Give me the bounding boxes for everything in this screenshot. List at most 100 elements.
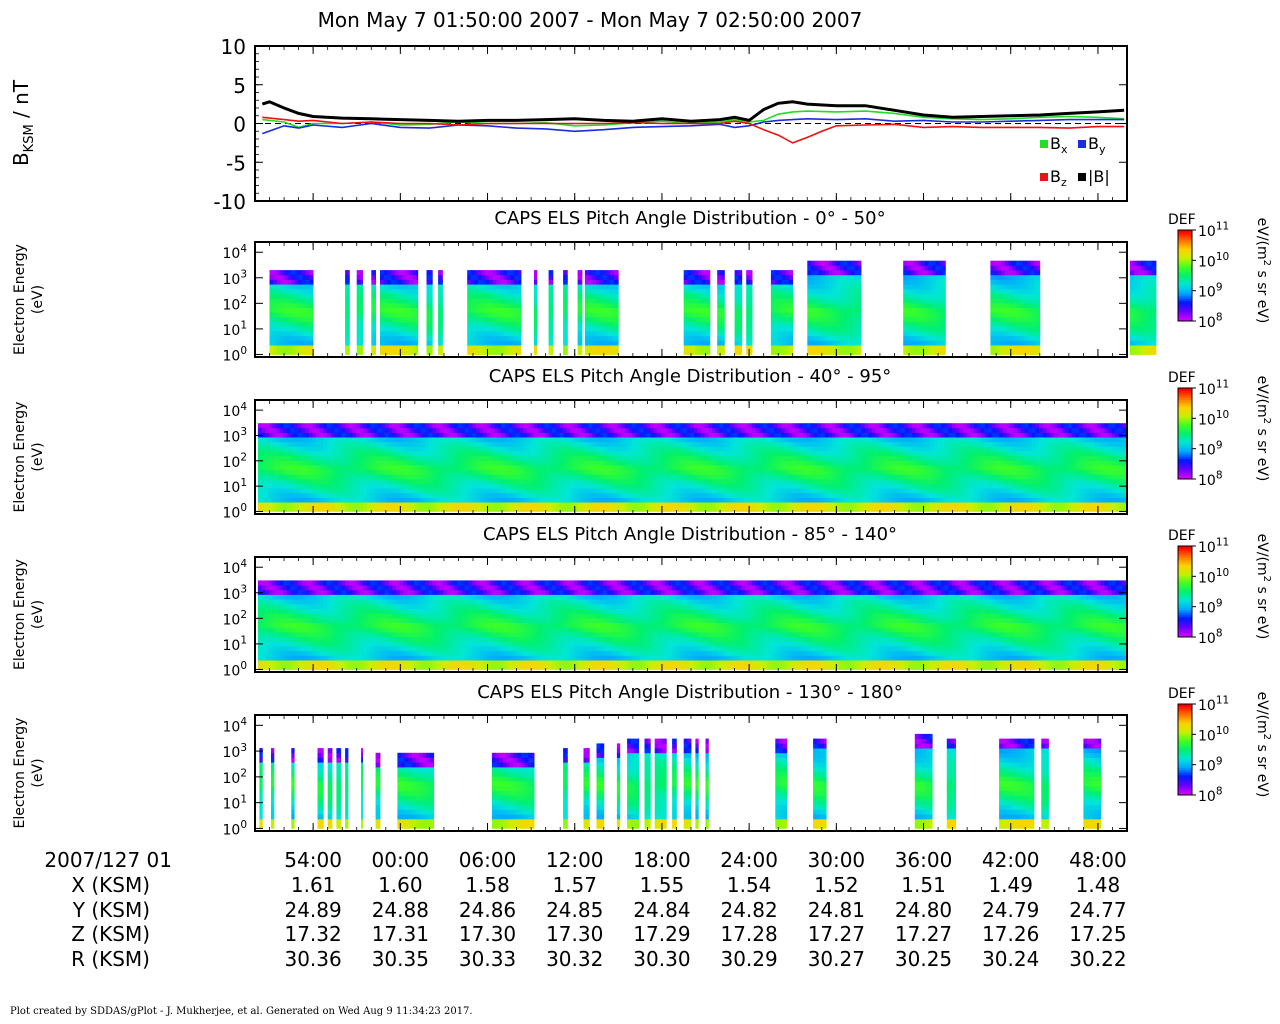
heat-cell <box>356 483 360 489</box>
heat-cell <box>497 446 502 452</box>
heat-cell <box>577 465 582 470</box>
colorbar-step <box>1178 298 1192 302</box>
heat-cell <box>457 506 462 512</box>
heat-cell <box>563 502 568 508</box>
heat-cell <box>305 331 310 337</box>
heat-cell <box>903 274 908 280</box>
heat-cell <box>559 492 564 498</box>
heat-cell <box>541 488 546 494</box>
heat-cell <box>486 506 491 512</box>
heat-cell <box>371 307 376 313</box>
heat-cell <box>518 302 522 308</box>
heat-cell <box>457 455 462 461</box>
heat-cell <box>1148 274 1153 280</box>
heat-cell <box>283 488 288 494</box>
heat-cell <box>935 265 940 271</box>
heat-cell <box>1140 302 1145 308</box>
heat-cell <box>541 497 546 503</box>
heat-cell <box>552 307 554 313</box>
heat-cell <box>405 345 410 351</box>
heat-cell <box>467 298 472 304</box>
heat-cell <box>428 441 433 447</box>
heat-cell <box>291 326 296 332</box>
heat-cell <box>363 427 368 433</box>
heat-cell <box>381 506 386 512</box>
heat-cell <box>906 279 911 285</box>
heat-cell <box>356 274 361 280</box>
heat-cell <box>385 437 390 443</box>
heat-cell <box>308 437 313 443</box>
heat-cell <box>308 427 313 433</box>
heat-cell <box>330 423 335 429</box>
heat-cell <box>302 302 307 308</box>
heat-cell <box>438 349 443 355</box>
heat-cell <box>435 451 440 457</box>
heat-cell <box>416 326 419 332</box>
heat-cell <box>305 465 310 470</box>
heat-cell <box>566 274 568 280</box>
heat-cell <box>606 502 611 508</box>
heat-cell <box>1023 345 1028 351</box>
heat-cell <box>858 284 862 290</box>
heat-cell <box>475 432 480 438</box>
heat-cell <box>290 497 295 503</box>
heat-cell <box>388 488 393 494</box>
heat-cell <box>774 293 779 299</box>
heat-cell <box>432 437 437 443</box>
heat-cell <box>380 284 384 290</box>
heat-cell <box>308 497 313 503</box>
heat-cell <box>360 317 363 323</box>
heat-cell <box>814 274 819 280</box>
heat-cell <box>268 432 273 438</box>
heat-cell <box>261 451 266 457</box>
heat-cell <box>943 331 946 337</box>
heat-cell <box>1008 260 1013 266</box>
heat-cell <box>479 488 484 494</box>
heat-cell <box>490 455 495 461</box>
heat-cell <box>632 465 637 470</box>
heat-cell <box>359 437 364 443</box>
heat-cell <box>421 506 426 512</box>
heat-cell <box>832 331 837 337</box>
heat-cell <box>592 274 597 280</box>
heat-cell <box>1001 274 1006 280</box>
heat-cell <box>646 506 651 512</box>
heat-cell <box>683 312 688 318</box>
heat-cell <box>646 432 651 438</box>
heat-cell <box>624 427 629 433</box>
y-tick-label: 5 <box>233 74 246 98</box>
heat-cell <box>595 317 600 323</box>
heat-cell <box>287 331 292 337</box>
heat-cell <box>691 345 695 351</box>
heat-cell <box>621 451 626 457</box>
heat-cell <box>738 335 743 341</box>
heat-cell <box>530 432 535 438</box>
heat-cell <box>577 274 582 280</box>
heat-cell <box>563 427 568 433</box>
heat-cell <box>1129 307 1134 313</box>
heat-cell <box>559 423 564 429</box>
heat-cell <box>832 349 837 355</box>
heat-cell <box>698 274 703 280</box>
heat-cell <box>302 345 307 351</box>
heat-cell <box>632 423 637 429</box>
heat-cell <box>925 331 929 337</box>
heat-cell <box>457 483 462 489</box>
heat-cell <box>810 335 815 341</box>
heat-cell <box>1034 317 1038 323</box>
heat-cell <box>472 460 477 466</box>
heat-cell <box>472 483 477 489</box>
heat-cell <box>316 446 320 452</box>
heat-cell <box>566 279 568 285</box>
heat-cell <box>523 427 528 433</box>
heat-cell <box>789 279 794 285</box>
heat-cell <box>581 293 583 299</box>
heat-cell <box>563 506 568 512</box>
heat-cell <box>283 437 288 443</box>
heat-cell <box>508 451 513 457</box>
heat-cell <box>308 455 313 461</box>
heat-cell <box>781 302 786 308</box>
heat-cell <box>928 279 933 285</box>
heat-cell <box>606 432 611 438</box>
heat-cell <box>374 326 376 332</box>
